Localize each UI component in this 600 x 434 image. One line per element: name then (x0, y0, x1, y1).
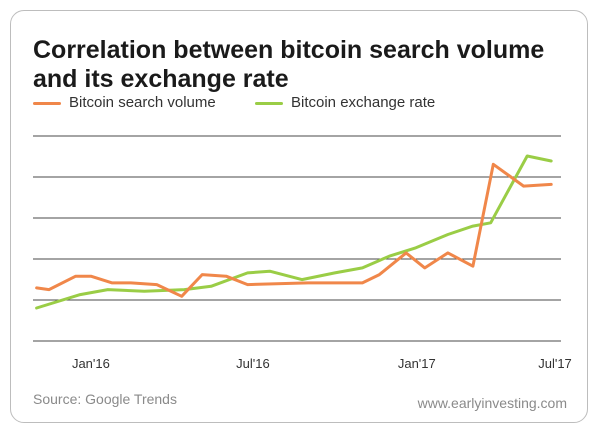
x-tick-label-3: Jul'17 (538, 356, 572, 371)
legend-swatch-exchange-rate (255, 102, 283, 105)
series-line-exchange-rate (35, 154, 553, 310)
x-tick-label-1: Jul'16 (236, 356, 270, 371)
legend-label-exchange-rate: Bitcoin exchange rate (291, 94, 436, 111)
legend-swatch-search-volume (33, 102, 61, 105)
gridlines (33, 135, 561, 342)
x-tick-label-0: Jan'16 (72, 356, 110, 371)
source-note: Source: Google Trends (33, 391, 177, 407)
legend-label-search-volume: Bitcoin search volume (69, 94, 216, 111)
chart-title: Correlation between bitcoin search volum… (33, 36, 545, 93)
series-line-search-volume (35, 162, 553, 298)
website-credit: www.earlyinvesting.com (417, 395, 567, 411)
x-axis-ticks: Jan'16 Jul'16 Jan'17 Jul'17 (72, 356, 572, 371)
x-tick-label-2: Jan'17 (398, 356, 436, 371)
chart-card (10, 10, 588, 423)
series-lines (35, 154, 553, 310)
